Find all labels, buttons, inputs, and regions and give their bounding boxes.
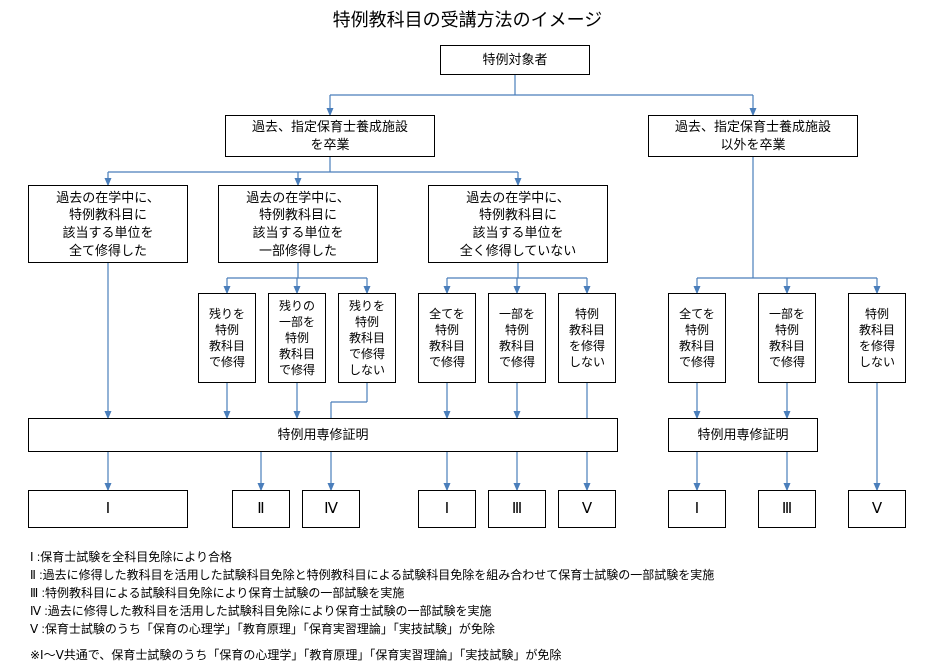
node-result-R7: Ⅰ <box>668 490 726 528</box>
node-small-c3: 特例教科目を修得しない <box>558 293 616 383</box>
label: 残りの一部を特例教科目で修得 <box>279 298 315 379</box>
node-root: 特例対象者 <box>440 45 590 75</box>
node-root-label: 特例対象者 <box>482 51 547 69</box>
label: 特例用専修証明 <box>697 426 788 444</box>
node-small-b1: 残りを特例教科目で修得 <box>198 293 256 383</box>
label: 全てを特例教科目で修得 <box>429 306 465 371</box>
node-result-R6: Ⅴ <box>558 490 616 528</box>
node-result-R9: Ⅴ <box>848 490 906 528</box>
label: 残りを特例教科目で修得 <box>209 306 245 371</box>
node-graduated-other: 過去、指定保育士養成施設 以外を卒業 <box>648 115 858 157</box>
label: 過去の在学中に、 特例教科目に 該当する単位を 全く修得していない <box>460 189 577 259</box>
label: 残りを特例教科目で修得しない <box>349 298 385 379</box>
label: 過去、指定保育士養成施設 以外を卒業 <box>675 118 831 153</box>
label: 特例教科目を修得しない <box>569 306 605 371</box>
node-no-credits: 過去の在学中に、 特例教科目に 該当する単位を 全く修得していない <box>428 185 608 263</box>
node-small-r3: 特例教科目を修得しない <box>848 293 906 383</box>
node-graduated-designated: 過去、指定保育士養成施設 を卒業 <box>225 115 435 157</box>
legend-footnotes: Ⅰ :保育士試験を全科目免除により合格Ⅱ :過去に修得した教科目を活用した試験科… <box>30 548 714 664</box>
node-result-R1: Ⅰ <box>28 490 188 528</box>
node-certificate-right: 特例用専修証明 <box>668 418 818 452</box>
node-small-c2: 一部を特例教科目で修得 <box>488 293 546 383</box>
node-result-R8: Ⅲ <box>758 490 816 528</box>
node-small-b2: 残りの一部を特例教科目で修得 <box>268 293 326 383</box>
label: 過去の在学中に、 特例教科目に 該当する単位を 一部修得した <box>246 189 350 259</box>
label: 一部を特例教科目で修得 <box>769 306 805 371</box>
node-all-credits: 過去の在学中に、 特例教科目に 該当する単位を 全て修得した <box>28 185 188 263</box>
label: 全てを特例教科目で修得 <box>679 306 715 371</box>
node-result-R3: Ⅳ <box>302 490 360 528</box>
label: 特例教科目を修得しない <box>859 306 895 371</box>
label: 過去の在学中に、 特例教科目に 該当する単位を 全て修得した <box>56 189 160 259</box>
node-small-r2: 一部を特例教科目で修得 <box>758 293 816 383</box>
node-partial-credits: 過去の在学中に、 特例教科目に 該当する単位を 一部修得した <box>218 185 378 263</box>
label: 特例用専修証明 <box>277 426 368 444</box>
node-certificate-left: 特例用専修証明 <box>28 418 618 452</box>
node-small-b3: 残りを特例教科目で修得しない <box>338 293 396 383</box>
node-result-R4: Ⅰ <box>418 490 476 528</box>
node-result-R5: Ⅲ <box>488 490 546 528</box>
diagram-title: 特例教科目の受講方法のイメージ <box>0 6 935 32</box>
flowchart-canvas: 特例教科目の受講方法のイメージ 特例対象者 過去、指定保育士養成施設 を卒業 過… <box>0 0 935 668</box>
label: 過去、指定保育士養成施設 を卒業 <box>252 118 408 153</box>
node-small-c1: 全てを特例教科目で修得 <box>418 293 476 383</box>
node-result-R2: Ⅱ <box>232 490 290 528</box>
label: 一部を特例教科目で修得 <box>499 306 535 371</box>
node-small-r1: 全てを特例教科目で修得 <box>668 293 726 383</box>
